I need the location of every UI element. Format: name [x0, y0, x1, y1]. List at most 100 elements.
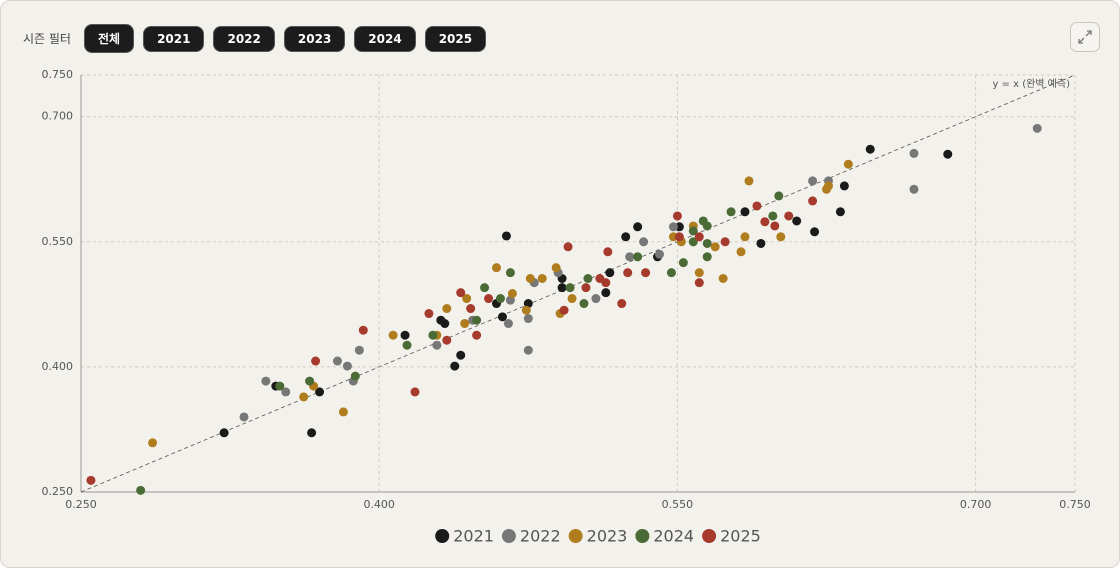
point — [808, 196, 818, 206]
point — [810, 227, 820, 237]
point — [281, 387, 291, 397]
point — [720, 237, 730, 247]
season-filter: 시즌 필터 전체 2021 2022 2023 2024 2025 — [23, 24, 487, 53]
x-tick-label: 0.250 — [65, 498, 97, 511]
expand-button[interactable] — [1070, 22, 1100, 52]
point — [495, 294, 505, 304]
point — [726, 207, 736, 217]
point — [557, 283, 567, 293]
point — [456, 288, 466, 298]
point — [565, 283, 575, 293]
filter-button[interactable]: 2025 — [424, 25, 487, 52]
point — [525, 273, 535, 283]
point — [655, 249, 665, 259]
point — [342, 361, 352, 371]
point — [581, 283, 591, 293]
point — [501, 231, 511, 241]
point — [768, 211, 778, 221]
point — [491, 263, 501, 273]
point — [633, 222, 643, 232]
point — [702, 221, 712, 231]
x-tick-label: 0.400 — [363, 498, 395, 511]
point — [702, 252, 712, 262]
point — [583, 273, 593, 283]
point — [299, 392, 309, 402]
point — [311, 356, 321, 366]
point — [740, 232, 750, 242]
filter-button[interactable]: 2022 — [213, 25, 275, 52]
point — [865, 144, 875, 154]
point — [668, 222, 678, 232]
reference-line — [80, 74, 1076, 493]
point — [601, 278, 611, 288]
point — [621, 232, 631, 242]
point — [275, 381, 285, 391]
filter-button[interactable]: 전체 — [83, 24, 135, 53]
point — [559, 305, 569, 315]
point — [497, 312, 507, 322]
y-tick-label: 0.750 — [42, 68, 74, 81]
y-tick-label: 0.400 — [42, 360, 74, 373]
point — [505, 268, 515, 278]
point — [694, 268, 704, 278]
point — [358, 325, 368, 335]
point — [567, 294, 577, 304]
point — [472, 330, 482, 340]
expand-icon — [1078, 30, 1092, 44]
filter-button[interactable]: 2024 — [354, 25, 416, 52]
point — [484, 294, 494, 304]
point — [579, 299, 589, 309]
point — [551, 263, 561, 273]
point — [843, 159, 853, 169]
legend-marker — [435, 529, 450, 543]
point — [776, 232, 786, 242]
point — [332, 356, 342, 366]
point — [440, 319, 450, 329]
point — [740, 207, 750, 217]
point — [605, 268, 615, 278]
point — [808, 176, 818, 186]
point — [770, 221, 780, 231]
point — [424, 309, 434, 319]
point — [694, 232, 704, 242]
point — [507, 289, 517, 299]
point — [350, 371, 360, 381]
point — [400, 330, 410, 340]
point — [909, 184, 919, 194]
y-tick-label: 0.550 — [42, 235, 74, 248]
x-tick-label: 0.750 — [1059, 498, 1091, 511]
point — [523, 314, 533, 324]
point — [688, 226, 698, 236]
filter-button[interactable]: 2021 — [143, 25, 205, 52]
point — [86, 475, 96, 485]
point — [641, 268, 651, 278]
point — [354, 345, 364, 355]
legend-marker — [568, 529, 583, 543]
legend-label: 2024 — [653, 527, 694, 546]
point — [839, 181, 849, 191]
point — [633, 252, 643, 262]
point — [239, 412, 249, 422]
point — [823, 181, 833, 191]
point — [688, 237, 698, 247]
point — [410, 387, 420, 397]
point — [617, 299, 627, 309]
point — [702, 238, 712, 248]
point — [462, 294, 472, 304]
filter-button[interactable]: 2023 — [283, 25, 346, 52]
legend-label: 2021 — [453, 527, 494, 546]
point — [315, 387, 325, 397]
point — [752, 201, 762, 211]
point — [450, 361, 460, 371]
legend-marker — [635, 529, 650, 543]
point — [388, 330, 398, 340]
y-tick-label: 0.250 — [42, 485, 74, 498]
legend-label: 2022 — [520, 527, 561, 546]
point — [466, 304, 476, 314]
point — [909, 148, 919, 158]
legend-marker — [501, 529, 516, 543]
point — [307, 428, 317, 438]
point — [432, 340, 442, 350]
